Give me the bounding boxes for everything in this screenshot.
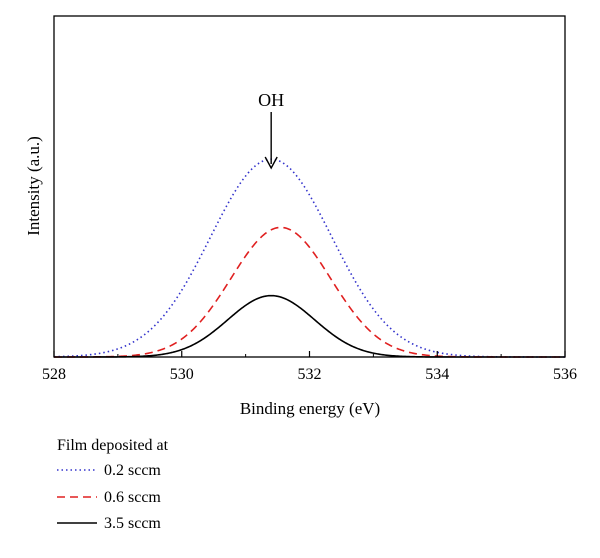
legend-label-0.6-sccm: 0.6 sccm [104, 489, 161, 506]
legend-label-3.5-sccm: 3.5 sccm [104, 515, 161, 532]
legend-title: Film deposited at [57, 437, 169, 454]
legend: Film deposited at 0.2 sccm 0.6 sccm 3.5 … [57, 437, 169, 532]
series-line-0.6-sccm [54, 226, 565, 358]
x-axis-ticks: 528 530 532 534 536 [42, 351, 577, 383]
annotation-arrow-icon [264, 112, 278, 170]
plot-area-frame [53, 15, 566, 358]
annotation-oh-label: OH [258, 90, 284, 110]
x-tick-label-536: 536 [553, 366, 577, 383]
x-tick-label-532: 532 [298, 366, 322, 383]
x-tick-label-528: 528 [42, 366, 66, 383]
legend-label-0.2-sccm: 0.2 sccm [104, 462, 161, 479]
x-tick-label-534: 534 [425, 366, 449, 383]
series-line-0.2-sccm [53, 158, 565, 358]
series-line-3.5-sccm [54, 294, 565, 358]
x-tick-label-530: 530 [170, 366, 194, 383]
x-axis-title: Binding energy (eV) [240, 399, 380, 418]
y-axis-title: Intensity (a.u.) [24, 136, 43, 236]
